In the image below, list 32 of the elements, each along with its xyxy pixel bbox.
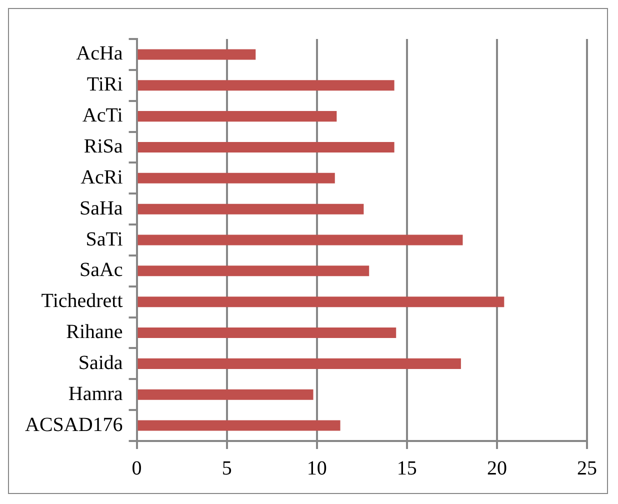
bar xyxy=(138,142,394,152)
y-tick-label: SaAc xyxy=(79,259,123,282)
y-tick-label: ACSAD176 xyxy=(24,414,123,436)
y-tick-label: Saida xyxy=(78,352,123,374)
bar xyxy=(138,49,256,60)
bar xyxy=(138,111,337,122)
y-tick-label: AcRi xyxy=(80,166,124,188)
y-tick-label: TiRi xyxy=(86,74,124,96)
x-tick-label: 20 xyxy=(486,457,507,480)
y-tick-label: SaTi xyxy=(86,228,124,250)
x-tick-label: 10 xyxy=(306,457,327,480)
bar xyxy=(138,80,394,91)
bar xyxy=(138,266,370,276)
y-tick-label: SaHa xyxy=(79,197,123,220)
bar xyxy=(138,389,314,400)
x-tick-label: 5 xyxy=(222,457,232,480)
bar xyxy=(138,204,364,214)
x-tick-label: 25 xyxy=(577,457,597,480)
y-tick-label: Hamra xyxy=(68,382,123,405)
bar xyxy=(138,234,463,246)
x-tick-label: 0 xyxy=(132,457,142,480)
y-tick-label: AcHa xyxy=(76,42,123,65)
y-tick-label: AcTi xyxy=(82,104,124,127)
y-tick-label: RiSa xyxy=(84,135,123,158)
bar xyxy=(138,358,461,369)
bar xyxy=(138,296,504,308)
bar xyxy=(138,328,396,338)
bar xyxy=(138,420,340,431)
x-tick-label: 15 xyxy=(396,457,417,480)
y-tick-label: Rihane xyxy=(66,321,123,344)
y-tick-label: Tichedrett xyxy=(41,290,124,312)
bar xyxy=(138,172,335,184)
